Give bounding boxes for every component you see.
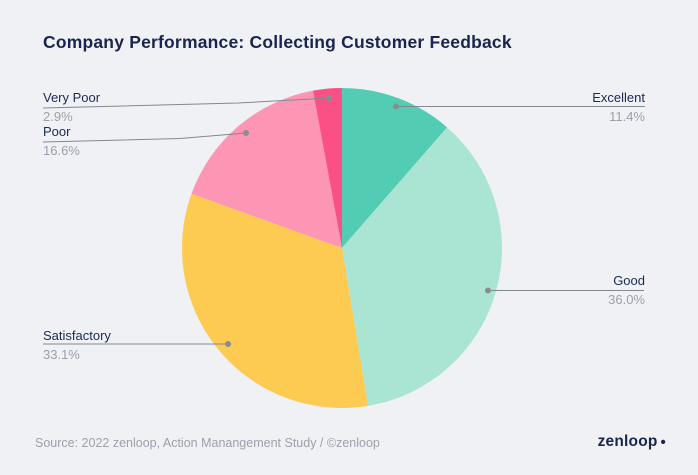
slice-value-good: 36.0% (608, 292, 645, 307)
slice-label-satisfactory: Satisfactory (43, 328, 111, 343)
slice-value-very-poor: 2.9% (43, 109, 73, 124)
pie-slice-excellent (342, 88, 448, 248)
slice-label-excellent: Excellent (592, 90, 645, 105)
pie-slice-good (342, 127, 502, 406)
slice-value-satisfactory: 33.1% (43, 347, 80, 362)
leader-dot-satisfactory (225, 341, 231, 347)
leader-line-very-poor (42, 97, 330, 109)
slice-value-excellent: 11.4% (609, 109, 645, 124)
slice-value-poor: 16.6% (43, 143, 80, 158)
zenloop-logo-text: zenloop (597, 433, 658, 450)
leader-dot-very-poor (326, 95, 332, 101)
chart-title: Company Performance: Collecting Customer… (43, 32, 512, 52)
slice-label-good: Good (613, 273, 645, 288)
zenloop-logo: zenloop • (598, 433, 666, 451)
callout-very-poor: Very Poor 2.9% (43, 91, 100, 124)
zenloop-logo-dot-icon: • (660, 433, 666, 451)
pie-slice-poor (191, 90, 342, 249)
callout-excellent: Excellent 11.4% (592, 91, 645, 124)
leader-dot-poor (243, 130, 249, 136)
callout-satisfactory: Satisfactory 33.1% (43, 329, 111, 362)
callout-poor: Poor 16.6% (43, 125, 80, 158)
callout-good: Good 36.0% (608, 274, 645, 307)
pie-slice-satisfactory (182, 193, 369, 408)
leader-dot-excellent (393, 103, 399, 110)
source-attribution: Source: 2022 zenloop, Action Manangement… (35, 436, 380, 450)
pie-slice-very-poor (313, 88, 342, 248)
slice-label-poor: Poor (43, 124, 71, 139)
leader-line-poor (42, 132, 247, 143)
leader-dot-good (485, 287, 491, 294)
slice-label-very-poor: Very Poor (43, 90, 101, 105)
